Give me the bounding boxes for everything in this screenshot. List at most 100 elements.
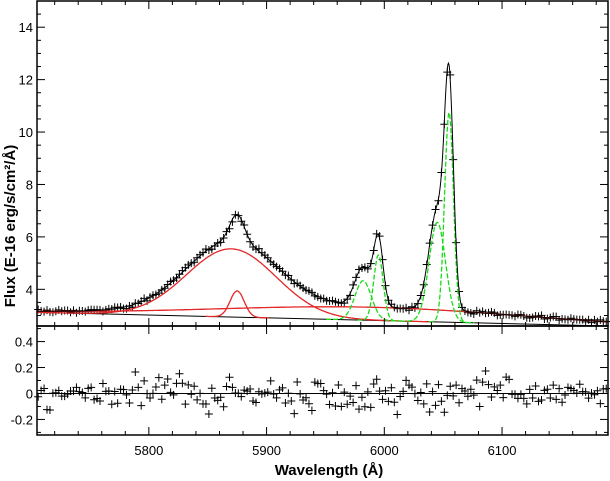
residual-data-point (95, 397, 104, 406)
residual-axes: -0.2 0 0.2 0.4 5800 5900 6000 6100 (11, 326, 608, 458)
residual-data-point (148, 389, 157, 398)
residual-data-point (196, 389, 205, 398)
residual-data-point (201, 399, 210, 408)
fit-component-6 (400, 221, 475, 324)
fit-components (36, 110, 609, 327)
residual-data-point (505, 375, 514, 384)
residual-data-point (296, 389, 305, 398)
residual-data-point (466, 385, 475, 394)
residual-data-point (378, 395, 387, 404)
residual-data-point (399, 387, 408, 396)
residual-data-point (146, 394, 155, 403)
residual-data-point (410, 389, 419, 398)
residual-data-point (157, 395, 166, 404)
residual-data-point (363, 387, 372, 396)
residual-data-point (151, 382, 160, 391)
fit-component-7 (428, 110, 470, 324)
x-tick-label: 6000 (370, 443, 399, 458)
residual-data-point (452, 381, 461, 390)
x-axis-title: Wavelength (Å) (275, 462, 384, 479)
residual-data-point (546, 393, 555, 402)
residual-data-point (204, 410, 213, 419)
y-tick-label: 8 (26, 177, 33, 192)
fit-component-1 (37, 248, 433, 323)
residual-data-point (131, 367, 140, 376)
residual-data-point (469, 391, 478, 400)
fit-component-2 (205, 290, 269, 319)
residual-data-point (154, 373, 163, 382)
residual-data-point (328, 388, 337, 397)
residual-data-point (184, 380, 193, 389)
residual-data-point (484, 380, 493, 389)
residual-data-point (340, 388, 349, 397)
residual-data-point (263, 388, 272, 397)
y-axis-title: Flux (E-16 erg/s/cm²/Å) (2, 145, 19, 308)
spectrum-data-point (190, 258, 199, 267)
residual-data-point (104, 387, 113, 396)
spectrum-data-point (340, 299, 349, 308)
residual-data-point (216, 393, 225, 402)
residual-data-point (561, 390, 570, 399)
y-tick-label: 10 (19, 125, 33, 140)
residual-data-point (428, 387, 437, 396)
residual-data-point (419, 399, 428, 408)
residual-data-point (163, 374, 172, 383)
residual-data-point (493, 386, 502, 395)
residual-data-point (237, 392, 246, 401)
residual-data-point (558, 398, 567, 407)
residual-data-point (481, 367, 490, 376)
spectrum-data-point (284, 271, 293, 280)
residual-data-point (251, 398, 260, 407)
residual-y-tick-label: -0.2 (11, 412, 33, 427)
residual-data-point (193, 395, 202, 404)
x-tick-label: 5900 (252, 443, 281, 458)
residual-data-point (110, 387, 119, 396)
residual-data-point (455, 398, 464, 407)
residual-data-point (390, 398, 399, 407)
spectrum-plot-frame (36, 0, 609, 327)
spectrum-panel: 4 6 8 10 12 14 (19, 0, 610, 327)
residual-data-point (396, 392, 405, 401)
residual-data-point (45, 406, 54, 415)
residual-data-point (54, 386, 63, 395)
residual-data-point (478, 378, 487, 387)
residual-data-point (334, 381, 343, 390)
residual-data-point (134, 383, 143, 392)
residual-data-point (140, 376, 149, 385)
residual-data-point (572, 389, 581, 398)
residual-data-point (575, 380, 584, 389)
residual-data-point (81, 393, 90, 402)
residual-data-point (284, 389, 293, 398)
residual-data-point (552, 395, 561, 404)
residual-data-point (178, 379, 187, 388)
residual-y-tick-label: 0.4 (15, 335, 33, 350)
residual-data-point (207, 384, 216, 393)
residual-data-point (499, 393, 508, 402)
residual-data-point (225, 373, 234, 382)
residual-data-point (352, 381, 361, 390)
residual-data-point (278, 383, 287, 392)
spectrum-data-point (363, 264, 372, 273)
residual-data-point (169, 390, 178, 399)
residual-data-point (316, 379, 325, 388)
residual-data-point (460, 386, 469, 395)
residual-data-point (337, 402, 346, 411)
x-tick-label: 6100 (488, 443, 517, 458)
residual-data-point (122, 390, 131, 399)
residual-data-point (555, 384, 564, 393)
residual-data-point (125, 398, 134, 407)
residual-data-point (343, 400, 352, 409)
residual-data-point (78, 388, 87, 397)
residual-data-point (34, 392, 43, 401)
residual-y-tick-label: 0 (26, 386, 33, 401)
fit-component-5 (357, 254, 400, 322)
residual-data-point (496, 381, 505, 390)
residual-data-point (307, 406, 316, 415)
residual-data-point (443, 391, 452, 400)
residual-data-point (528, 394, 537, 403)
residual-data-point (543, 385, 552, 394)
residual-data-point (293, 377, 302, 386)
residual-data-point (593, 386, 602, 395)
residual-data-point (425, 408, 434, 417)
